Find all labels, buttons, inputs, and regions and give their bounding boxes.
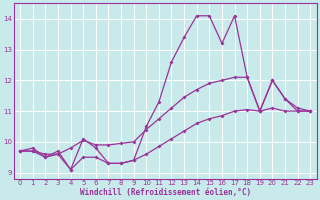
X-axis label: Windchill (Refroidissement éolien,°C): Windchill (Refroidissement éolien,°C) bbox=[80, 188, 251, 197]
